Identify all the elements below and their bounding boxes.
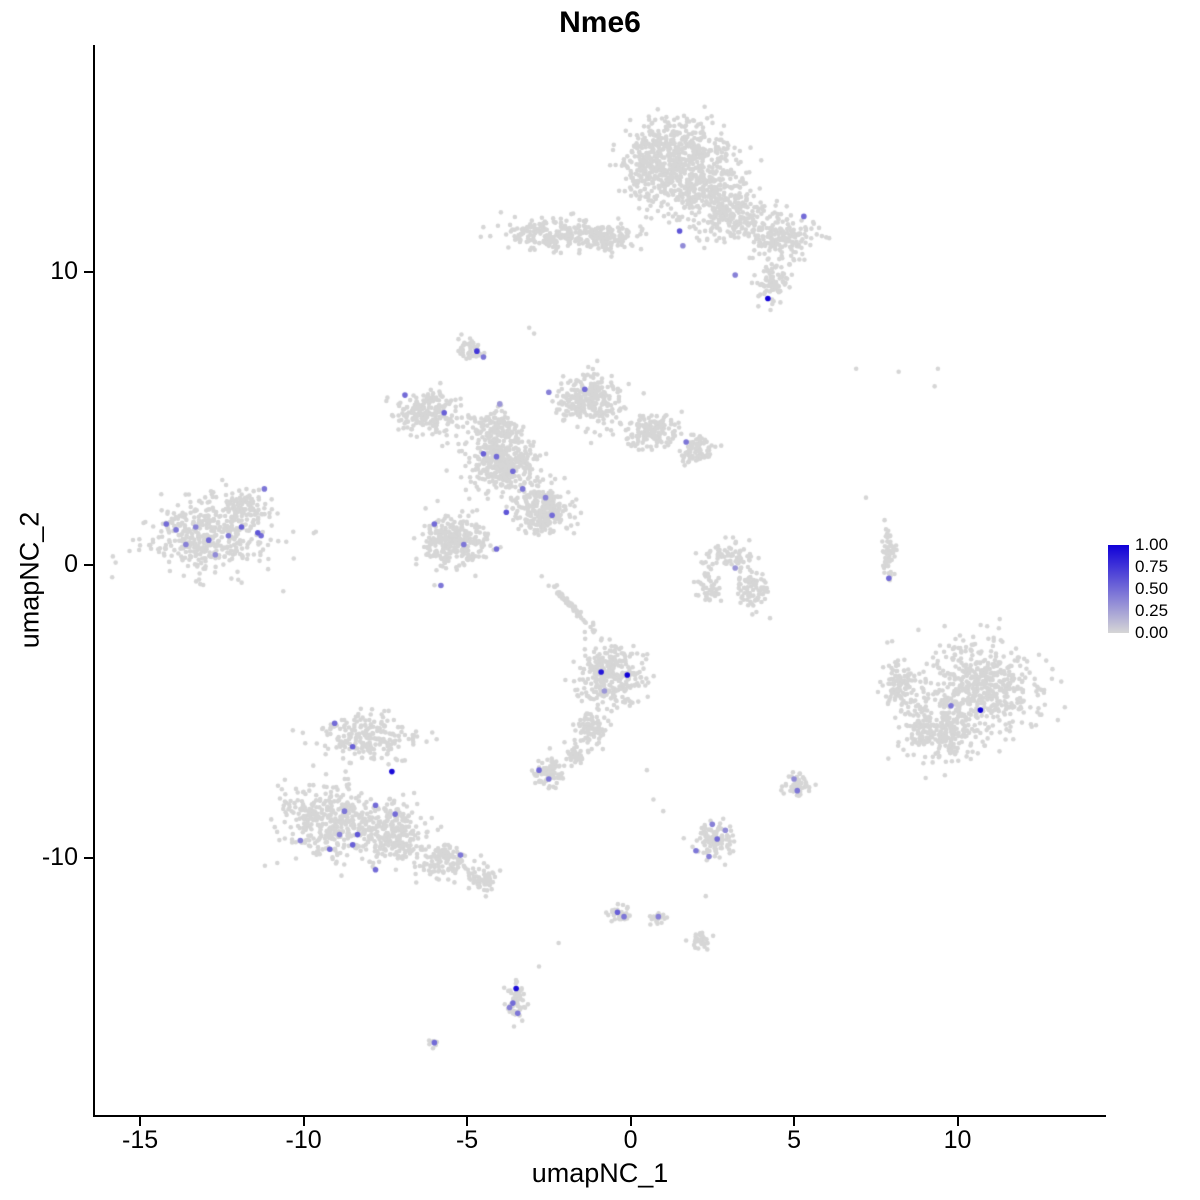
x-tick-mark [466,1117,469,1126]
y-tick-label: -10 [41,843,78,872]
plot-title: Nme6 [559,6,641,39]
plot-panel [93,45,1106,1117]
legend-gradient-bar [1108,545,1129,633]
legend-tick-label: 0.25 [1135,601,1169,620]
y-tick-label: 10 [50,257,78,286]
x-tick-label: 5 [787,1126,801,1154]
x-tick-mark [629,1117,632,1126]
x-tick-mark [956,1117,959,1126]
color-legend: 1.00 0.75 0.50 0.25 0.00 [1108,536,1200,646]
x-axis-title: umapNC_1 [531,1158,669,1188]
x-tick-label: -5 [455,1126,479,1154]
legend-tick-label: 1.00 [1135,535,1169,554]
x-tick-mark [139,1117,142,1126]
x-tick-label: -15 [122,1126,159,1154]
y-tick-mark [84,564,93,567]
legend-tick-label: 0.50 [1135,579,1169,598]
y-tick-mark [84,857,93,860]
legend-tick-label: 0.75 [1135,557,1169,576]
legend-tick-label: 0.00 [1135,623,1169,642]
x-tick-mark [302,1117,305,1126]
x-tick-label: -10 [285,1126,322,1154]
x-tick-mark [793,1117,796,1126]
x-tick-label: 0 [623,1126,638,1154]
x-tick-label: 10 [943,1126,972,1154]
y-tick-mark [84,271,93,274]
y-tick-label: 0 [64,550,78,579]
y-axis-title: umapNC_2 [14,511,45,649]
